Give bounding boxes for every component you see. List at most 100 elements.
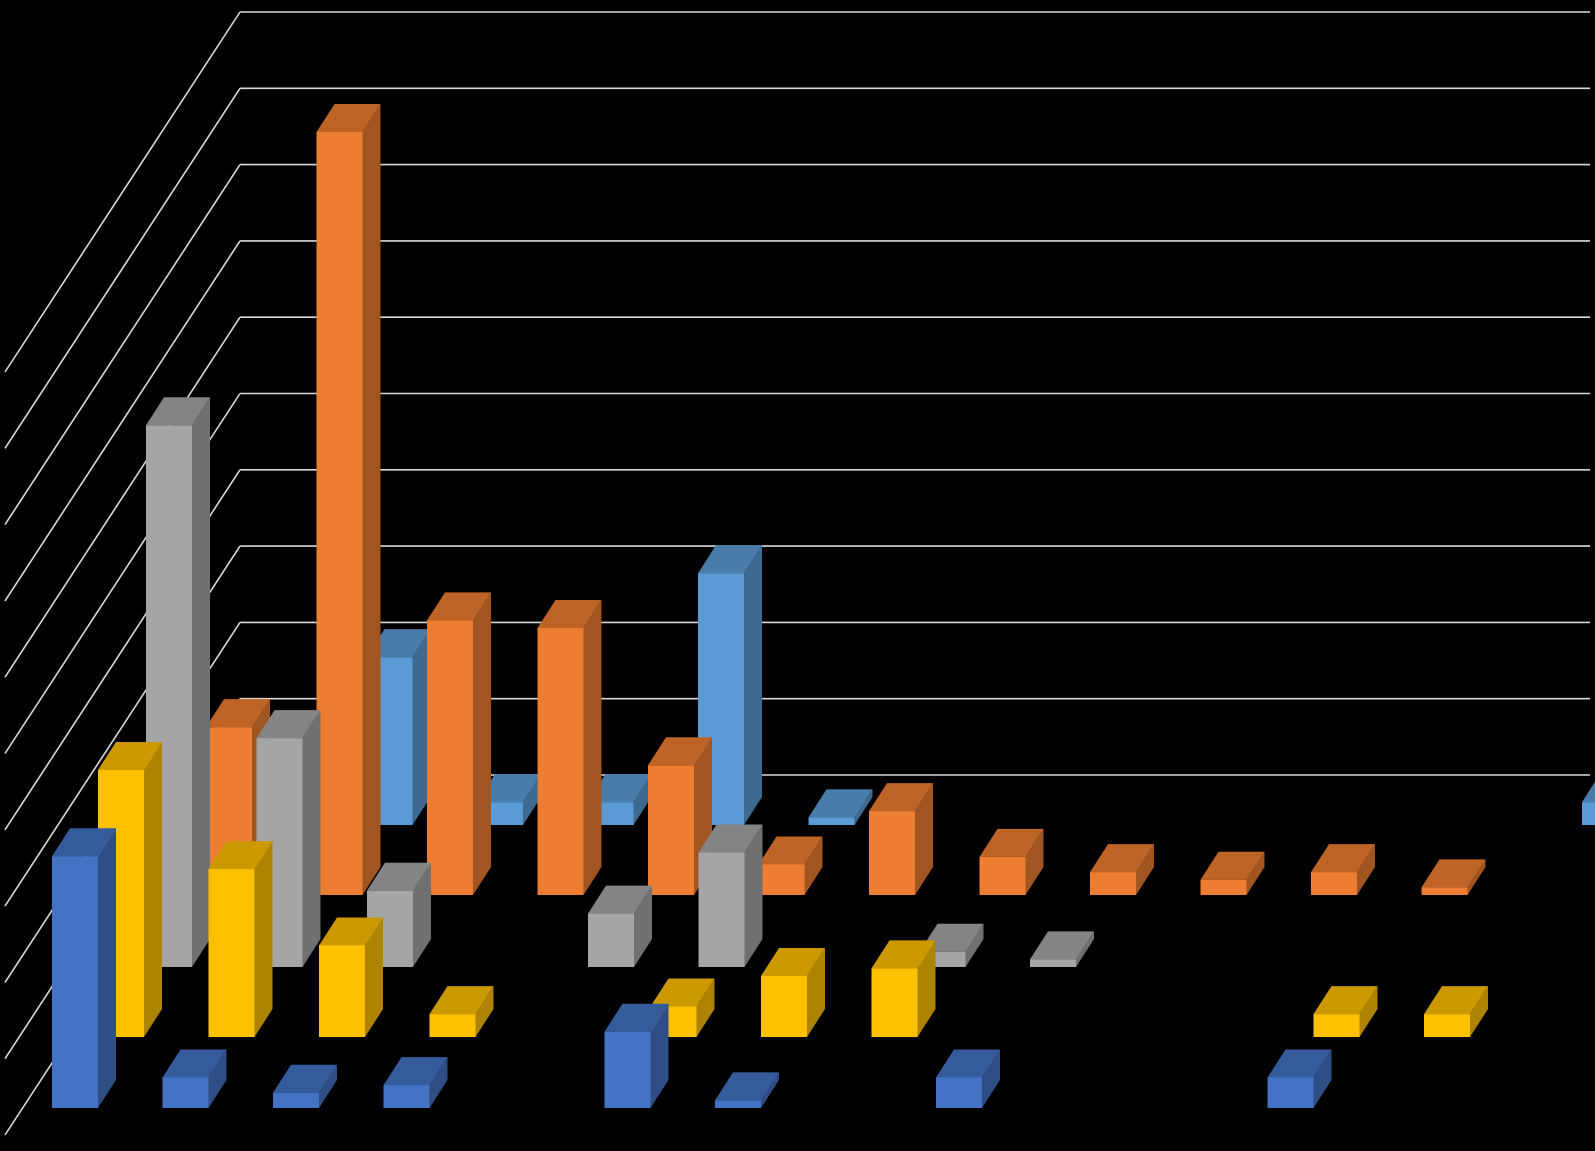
- bar-top: [650, 978, 715, 1007]
- bar-top: [98, 741, 162, 770]
- bar: [1200, 879, 1247, 895]
- bar-side: [362, 104, 381, 895]
- bar: [316, 132, 363, 895]
- bar-top: [146, 397, 210, 426]
- bar-top: [383, 1057, 448, 1086]
- bar-top: [648, 737, 712, 766]
- bar-top: [256, 710, 321, 739]
- bar-top: [1030, 931, 1094, 960]
- bar: [869, 811, 915, 895]
- bar: [936, 1077, 982, 1108]
- bar-side: [1136, 844, 1154, 895]
- bar: [208, 869, 255, 1037]
- bar-top: [588, 885, 652, 914]
- gridline-side: [4, 316, 241, 678]
- bar-top: [206, 699, 270, 728]
- bar-top: [1313, 986, 1378, 1015]
- bar-side: [429, 1057, 448, 1108]
- bar-side: [365, 917, 383, 1037]
- bar-side: [192, 397, 210, 967]
- bar: [162, 1077, 209, 1108]
- bar-side: [1357, 844, 1375, 895]
- bar-top: [477, 774, 541, 803]
- bar: [1313, 1014, 1360, 1037]
- bar-top: [936, 1049, 1000, 1078]
- bar: [1267, 1077, 1314, 1108]
- gridline-side: [4, 11, 241, 373]
- bar: [537, 627, 584, 895]
- bar-side: [473, 592, 491, 895]
- bar: [808, 817, 855, 825]
- bar: [715, 1100, 761, 1108]
- bar-side: [412, 629, 431, 825]
- bar-top: [208, 841, 273, 870]
- bar-top: [1200, 851, 1265, 880]
- bar: [761, 975, 807, 1037]
- bar-top: [698, 545, 762, 574]
- gridline-side: [4, 87, 241, 449]
- bar-side: [208, 1049, 227, 1108]
- bar-side: [1467, 859, 1486, 895]
- bar-side: [744, 824, 763, 967]
- bar-side: [1313, 1049, 1332, 1108]
- bar: [1311, 872, 1357, 895]
- bar-side: [804, 836, 823, 895]
- bar: [979, 856, 1026, 895]
- bar: [648, 765, 694, 895]
- bar-top: [758, 836, 823, 865]
- bar-side: [1076, 931, 1094, 967]
- bar-side: [98, 828, 116, 1108]
- gridline-side: [4, 240, 241, 602]
- bar: [429, 1014, 476, 1037]
- bar-top: [1582, 781, 1595, 803]
- bar: [1090, 872, 1136, 895]
- bar-top: [52, 828, 116, 857]
- bar: [1421, 887, 1468, 895]
- bar: [871, 968, 918, 1037]
- bar-side: [319, 1064, 337, 1108]
- bar-side: [302, 710, 321, 967]
- bar-top: [761, 947, 825, 976]
- bar-side: [583, 599, 602, 895]
- bar-top: [1267, 1049, 1332, 1078]
- bar-top: [162, 1049, 227, 1078]
- bar-side: [650, 1003, 669, 1108]
- bar-top: [1424, 986, 1488, 1015]
- bar: [758, 864, 805, 895]
- bar-side: [761, 1072, 779, 1108]
- bar-side: [1470, 986, 1488, 1037]
- bar: [1424, 1014, 1470, 1037]
- bar-side: [523, 774, 541, 825]
- bar-top: [698, 824, 763, 853]
- bar-side: [1246, 851, 1265, 895]
- bar-side: [965, 923, 984, 967]
- bar-side: [633, 774, 652, 825]
- bar-top: [537, 599, 602, 628]
- bar-side: [807, 947, 825, 1037]
- bar-top: [316, 104, 381, 132]
- bar: [319, 945, 365, 1037]
- bar-side: [413, 862, 431, 967]
- bar-side: [1025, 828, 1044, 895]
- bar-top: [427, 592, 491, 621]
- bar-side: [144, 741, 162, 1037]
- bar: [383, 1085, 430, 1108]
- bar-top: [1421, 859, 1486, 888]
- bar: [604, 1031, 651, 1108]
- bar-side: [917, 940, 936, 1037]
- bar-top: [715, 1072, 779, 1101]
- bar-top: [869, 783, 933, 812]
- bar-side: [915, 783, 933, 895]
- bar-top: [1311, 844, 1375, 873]
- bar-side: [634, 885, 652, 967]
- bar-top: [587, 774, 652, 803]
- bar-top: [429, 986, 494, 1015]
- bar-top: [808, 789, 873, 818]
- bar-side: [1359, 986, 1378, 1037]
- bar-top: [1090, 844, 1154, 873]
- bar: [1030, 959, 1076, 967]
- bar-side: [254, 841, 273, 1037]
- gridline-side: [4, 164, 241, 526]
- bar-top: [604, 1003, 669, 1032]
